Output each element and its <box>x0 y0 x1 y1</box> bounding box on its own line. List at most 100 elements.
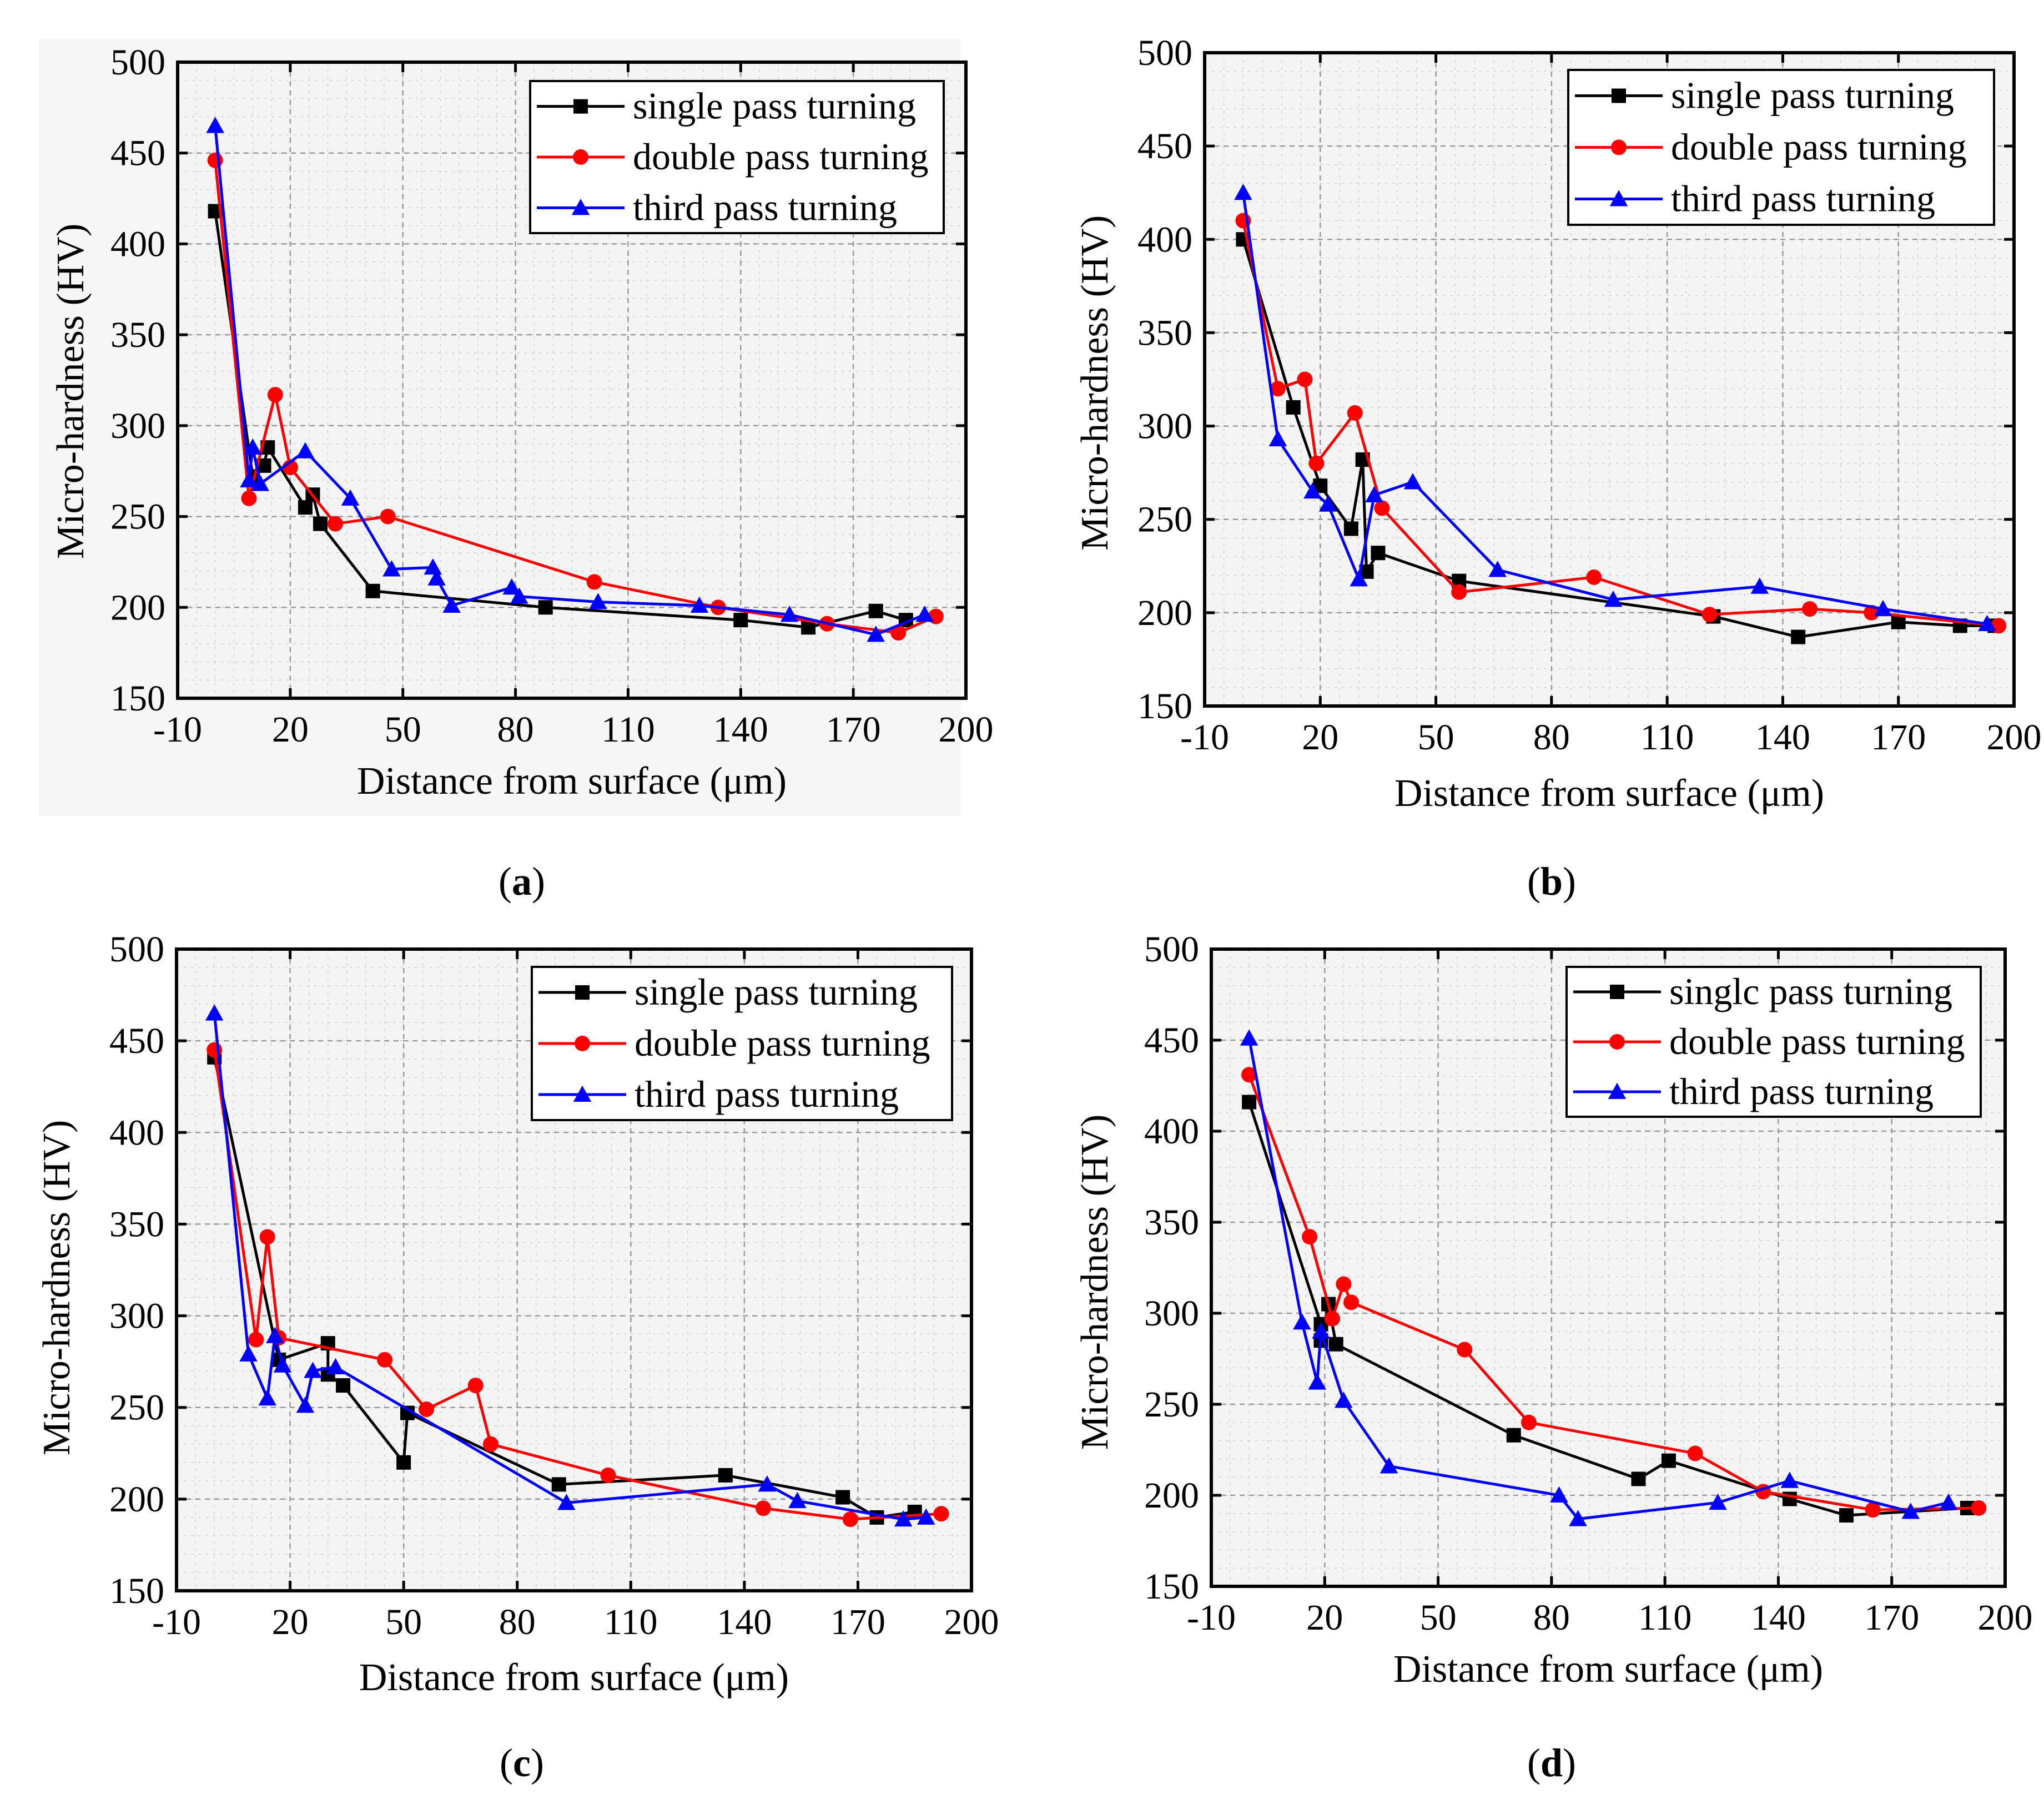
data-point <box>1308 455 1325 471</box>
data-point <box>239 1345 258 1362</box>
x-tick-label: 20 <box>1306 1597 1343 1638</box>
series-2 <box>205 1004 935 1527</box>
data-point <box>1293 1313 1311 1330</box>
x-tick-label: 200 <box>939 709 994 750</box>
legend: singlc pass turning double pass turning th… <box>1565 966 1982 1118</box>
y-tick-label: 400 <box>110 224 165 264</box>
x-axis-title: Distance from surface (μm) <box>357 760 787 803</box>
legend-label: double pass turning <box>1671 126 1967 168</box>
data-point <box>868 603 883 618</box>
x-tick-label: 80 <box>1533 717 1570 758</box>
x-tick-label: 50 <box>1418 717 1454 758</box>
data-point <box>482 1436 499 1452</box>
legend-marker <box>1609 1034 1625 1050</box>
data-point <box>1371 546 1386 561</box>
data-point <box>933 1506 949 1522</box>
y-tick-label: 150 <box>110 678 165 719</box>
data-point <box>718 1468 733 1483</box>
y-tick-label: 200 <box>110 587 165 628</box>
data-point <box>248 1332 264 1348</box>
data-point <box>1302 1229 1318 1245</box>
y-tick-label: 450 <box>1144 1020 1199 1061</box>
y-tick-label: 350 <box>1137 312 1192 353</box>
x-tick-label: 200 <box>1978 1597 2033 1638</box>
data-point <box>365 583 380 598</box>
y-tick-label: 200 <box>1137 593 1192 633</box>
data-point <box>589 593 607 609</box>
legend-label: third pass turning <box>635 1073 899 1115</box>
data-point <box>298 500 313 515</box>
data-point <box>1661 1453 1676 1468</box>
y-axis-title: Micro-hardness (HV) <box>1074 1115 1116 1450</box>
legend-label: single pass turning <box>635 971 918 1013</box>
data-point <box>1350 570 1368 587</box>
legend: single pass turning double pass turning th… <box>529 80 945 234</box>
data-point <box>241 490 257 506</box>
legend-marker <box>1610 985 1624 999</box>
data-point <box>1709 1493 1727 1510</box>
plot-frame <box>175 947 973 1592</box>
x-tick-label: 140 <box>1751 1597 1806 1638</box>
data-point <box>1506 1428 1521 1443</box>
data-point <box>419 1401 435 1418</box>
data-point <box>1343 521 1358 536</box>
panel-caption: (c) <box>500 1741 544 1785</box>
y-tick-label: 400 <box>1137 219 1192 260</box>
y-tick-label: 300 <box>1137 406 1192 447</box>
x-tick-label: 170 <box>830 1602 885 1642</box>
y-axis-title: Micro-hardness (HV) <box>36 1120 78 1456</box>
y-tick-label: 150 <box>109 1571 164 1611</box>
panel-caption: (d) <box>1527 1741 1576 1785</box>
data-point <box>1308 1373 1326 1390</box>
data-point <box>1324 1310 1340 1327</box>
y-tick-label: 450 <box>110 133 165 174</box>
data-point <box>251 475 270 491</box>
data-point <box>442 596 461 613</box>
data-point <box>1865 1502 1881 1518</box>
x-tick-label: 200 <box>944 1602 999 1642</box>
legend-label: third pass turning <box>1671 178 1935 220</box>
data-point <box>1347 405 1363 421</box>
data-point <box>1488 561 1507 577</box>
data-point <box>1451 584 1467 600</box>
y-tick-label: 400 <box>109 1112 164 1153</box>
y-axis-title: Micro-hardness (HV) <box>49 224 92 559</box>
plot-frame <box>176 61 968 700</box>
data-point <box>266 1327 284 1343</box>
data-point <box>427 569 446 586</box>
data-point <box>243 438 262 455</box>
data-point <box>1586 569 1602 585</box>
legend-marker <box>1609 190 1628 206</box>
data-point <box>917 1508 935 1525</box>
data-point <box>1242 1095 1257 1110</box>
data-point <box>1328 1337 1343 1352</box>
data-point <box>296 442 315 458</box>
legend-marker <box>1608 1082 1627 1099</box>
data-point <box>382 560 401 577</box>
data-point <box>258 1389 276 1406</box>
y-tick-label: 250 <box>1137 500 1192 540</box>
y-tick-label: 250 <box>109 1388 164 1428</box>
y-tick-label: 300 <box>1144 1293 1199 1334</box>
data-point <box>205 1004 224 1021</box>
data-point <box>502 578 521 595</box>
x-tick-label: 110 <box>604 1602 658 1642</box>
x-tick-label: 80 <box>497 709 534 750</box>
x-tick-label: 170 <box>1864 1597 1919 1638</box>
x-tick-label: 140 <box>717 1602 772 1642</box>
x-tick-label: 20 <box>272 1602 309 1642</box>
x-tick-label: 170 <box>1871 717 1926 758</box>
data-point <box>758 1475 777 1492</box>
data-point <box>1901 1503 1920 1519</box>
legend-marker <box>573 1085 592 1102</box>
data-point <box>586 574 602 590</box>
legend-label: single pass turning <box>1671 74 1954 117</box>
data-point <box>1318 495 1337 512</box>
panel-caption: (b) <box>1527 859 1576 904</box>
legend-label: singlc pass turning <box>1669 970 1952 1012</box>
data-point <box>842 1511 858 1527</box>
chart-panel-a: -10 20 50 80 110 140 170 200 150 200 250 300 350 400 4… <box>39 39 994 904</box>
data-point <box>1971 1500 1987 1516</box>
data-point <box>915 606 934 622</box>
